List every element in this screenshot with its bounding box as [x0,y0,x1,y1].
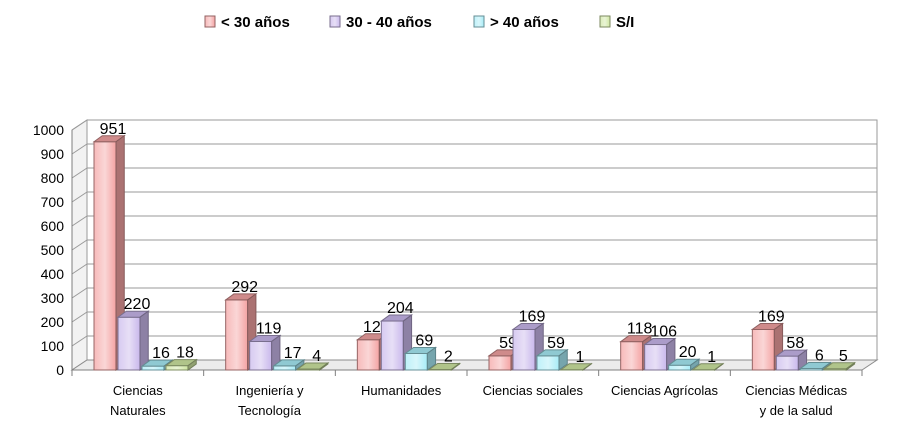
bar-front [645,345,667,370]
x-category-label: Ciencias Médicas [745,383,847,398]
bar-side [140,311,148,370]
bar-front [226,300,248,370]
y-tick-label: 200 [41,314,65,330]
bar-front [669,365,691,370]
data-label: 17 [284,345,302,362]
data-label: 58 [786,335,804,352]
bar-front [94,142,116,370]
bar-front [621,342,643,370]
data-label: 169 [758,308,785,325]
x-category-label: Ciencias [113,383,163,398]
data-label: 951 [100,121,127,138]
bar-front [381,321,403,370]
data-label: 1 [707,349,716,366]
legend-label: 30 - 40 años [346,14,432,31]
legend-label: < 30 años [221,14,290,31]
bar-front [142,366,164,370]
data-label: 4 [312,348,321,365]
x-category-label: y de la salud [760,403,833,418]
y-tick-label: 300 [41,290,65,306]
legend-label: > 40 años [490,14,559,31]
x-category-label: Naturales [110,403,166,418]
y-tick-label: 400 [41,266,65,282]
bar-front [489,356,511,370]
data-label: 16 [152,345,170,362]
data-label: 59 [547,335,565,352]
data-label: 220 [124,296,151,313]
legend-swatch [474,16,484,27]
data-label: 204 [387,300,414,317]
bar-front [513,329,535,370]
legend-swatch [330,16,340,27]
y-tick-label: 800 [41,170,65,186]
bar-front [405,353,427,370]
bar-front [752,329,774,370]
x-category-label: Tecnología [238,403,302,418]
bar-front [357,340,379,370]
y-tick-label: 100 [41,338,65,354]
bar-front [776,356,798,370]
x-category-label: Ingeniería y [236,383,304,398]
y-tick-label: 0 [56,362,64,378]
data-label: 1 [576,349,585,366]
data-label: 118 [627,321,653,338]
data-label: 106 [650,324,677,341]
bar-front [166,366,188,370]
x-category-label: Humanidades [361,383,442,398]
bar-front [274,366,296,370]
x-category-label: Ciencias sociales [483,383,584,398]
data-label: 292 [231,279,258,296]
y-tick-label: 600 [41,218,65,234]
bar-front [118,317,140,370]
data-label: 2 [444,349,453,366]
data-label: 169 [519,308,546,325]
bar-front [250,341,272,370]
legend-swatch [205,16,215,27]
y-tick-label: 1000 [33,122,64,138]
x-category-label: Ciencias Agrícolas [611,383,718,398]
bar-front [537,356,559,370]
y-tick-label: 900 [41,146,65,162]
y-tick-label: 700 [41,194,65,210]
data-label: 20 [679,344,697,361]
legend-label: S/I [616,14,634,31]
data-label: 6 [815,348,824,365]
y-tick-label: 500 [41,242,65,258]
data-label: 69 [415,332,433,349]
data-label: 119 [256,320,282,337]
data-label: 18 [176,345,194,362]
legend-swatch [600,16,610,27]
data-label: 5 [839,348,848,365]
